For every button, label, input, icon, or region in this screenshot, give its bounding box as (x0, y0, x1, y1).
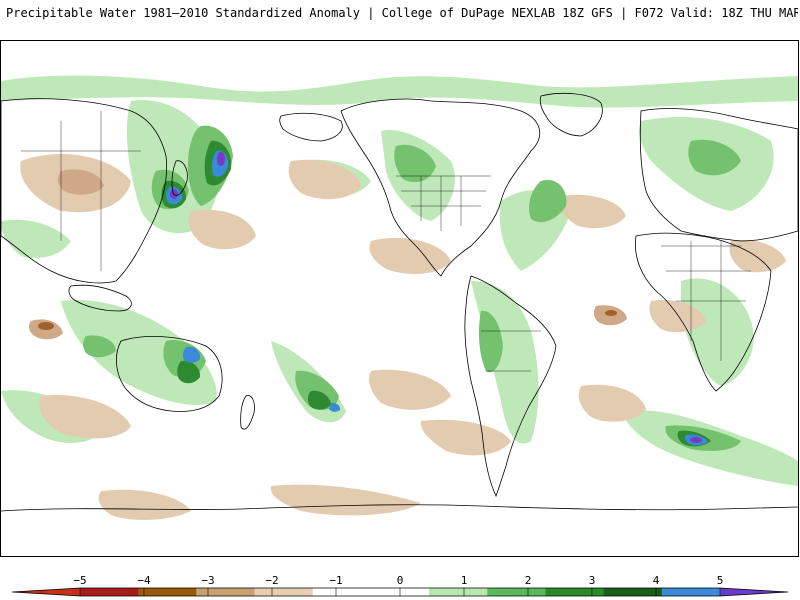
colorbar-segment (80, 588, 139, 596)
colorbar-segment (196, 588, 256, 596)
colorbar-fills (11, 587, 789, 597)
colorbar-segment (429, 588, 488, 596)
colorbar: −5 −4 −3 −2 −1 0 1 2 3 4 5 (0, 570, 800, 600)
colorbar-segment (312, 588, 372, 596)
positive-anomaly-purple (170, 152, 702, 443)
negative-anomaly-light (20, 153, 786, 520)
colorbar-segment (661, 588, 721, 596)
greenland-coast (539, 92, 603, 137)
colorbar-segment (138, 588, 197, 596)
colorbar-segment (254, 588, 314, 596)
colorbar-tick-label: −3 (201, 574, 214, 587)
colorbar-tick-label: 1 (461, 574, 468, 587)
colorbar-tick-marks (79, 588, 721, 596)
colorbar-tick-label: −5 (73, 574, 86, 587)
colorbar-tick-label: 2 (525, 574, 532, 587)
colorbar-segment (487, 588, 546, 596)
colorbar-tick-label: 3 (589, 574, 596, 587)
colorbar-segment (720, 588, 788, 596)
colorbar-segment (603, 588, 663, 596)
colorbar-tick-label: 4 (653, 574, 660, 587)
colorbar-tick-label: −2 (265, 574, 278, 587)
colorbar-segment (12, 588, 80, 596)
north-america-coast (340, 98, 541, 277)
colorbar-tick-label: −1 (329, 574, 342, 587)
australia-coast (116, 336, 223, 412)
new-zealand-coast (240, 394, 255, 430)
colorbar-tick-labels: −5 −4 −3 −2 −1 0 1 2 3 4 5 (73, 574, 723, 587)
antarctica-coast (1, 504, 798, 512)
south-america-coast (464, 275, 557, 498)
alaska-coast (279, 112, 343, 142)
asia-coast (1, 98, 168, 284)
colorbar-segment (545, 588, 605, 596)
africa-coast (634, 232, 772, 392)
map-panel (0, 40, 799, 557)
japan-coast (171, 160, 188, 196)
negative-anomaly-dark (38, 310, 617, 330)
colorbar-tick-label: 5 (717, 574, 724, 587)
colorbar-tick-label: 0 (397, 574, 404, 587)
anomaly-map (1, 75, 798, 520)
page-title: Precipitable Water 1981–2010 Standardize… (6, 6, 798, 20)
coastlines (1, 92, 798, 512)
political-borders (21, 111, 751, 372)
colorbar-svg: −5 −4 −3 −2 −1 0 1 2 3 4 5 (11, 574, 789, 597)
indonesia-coast (68, 284, 132, 312)
colorbar-tick-label: −4 (137, 574, 151, 587)
europe-coast (639, 108, 798, 242)
